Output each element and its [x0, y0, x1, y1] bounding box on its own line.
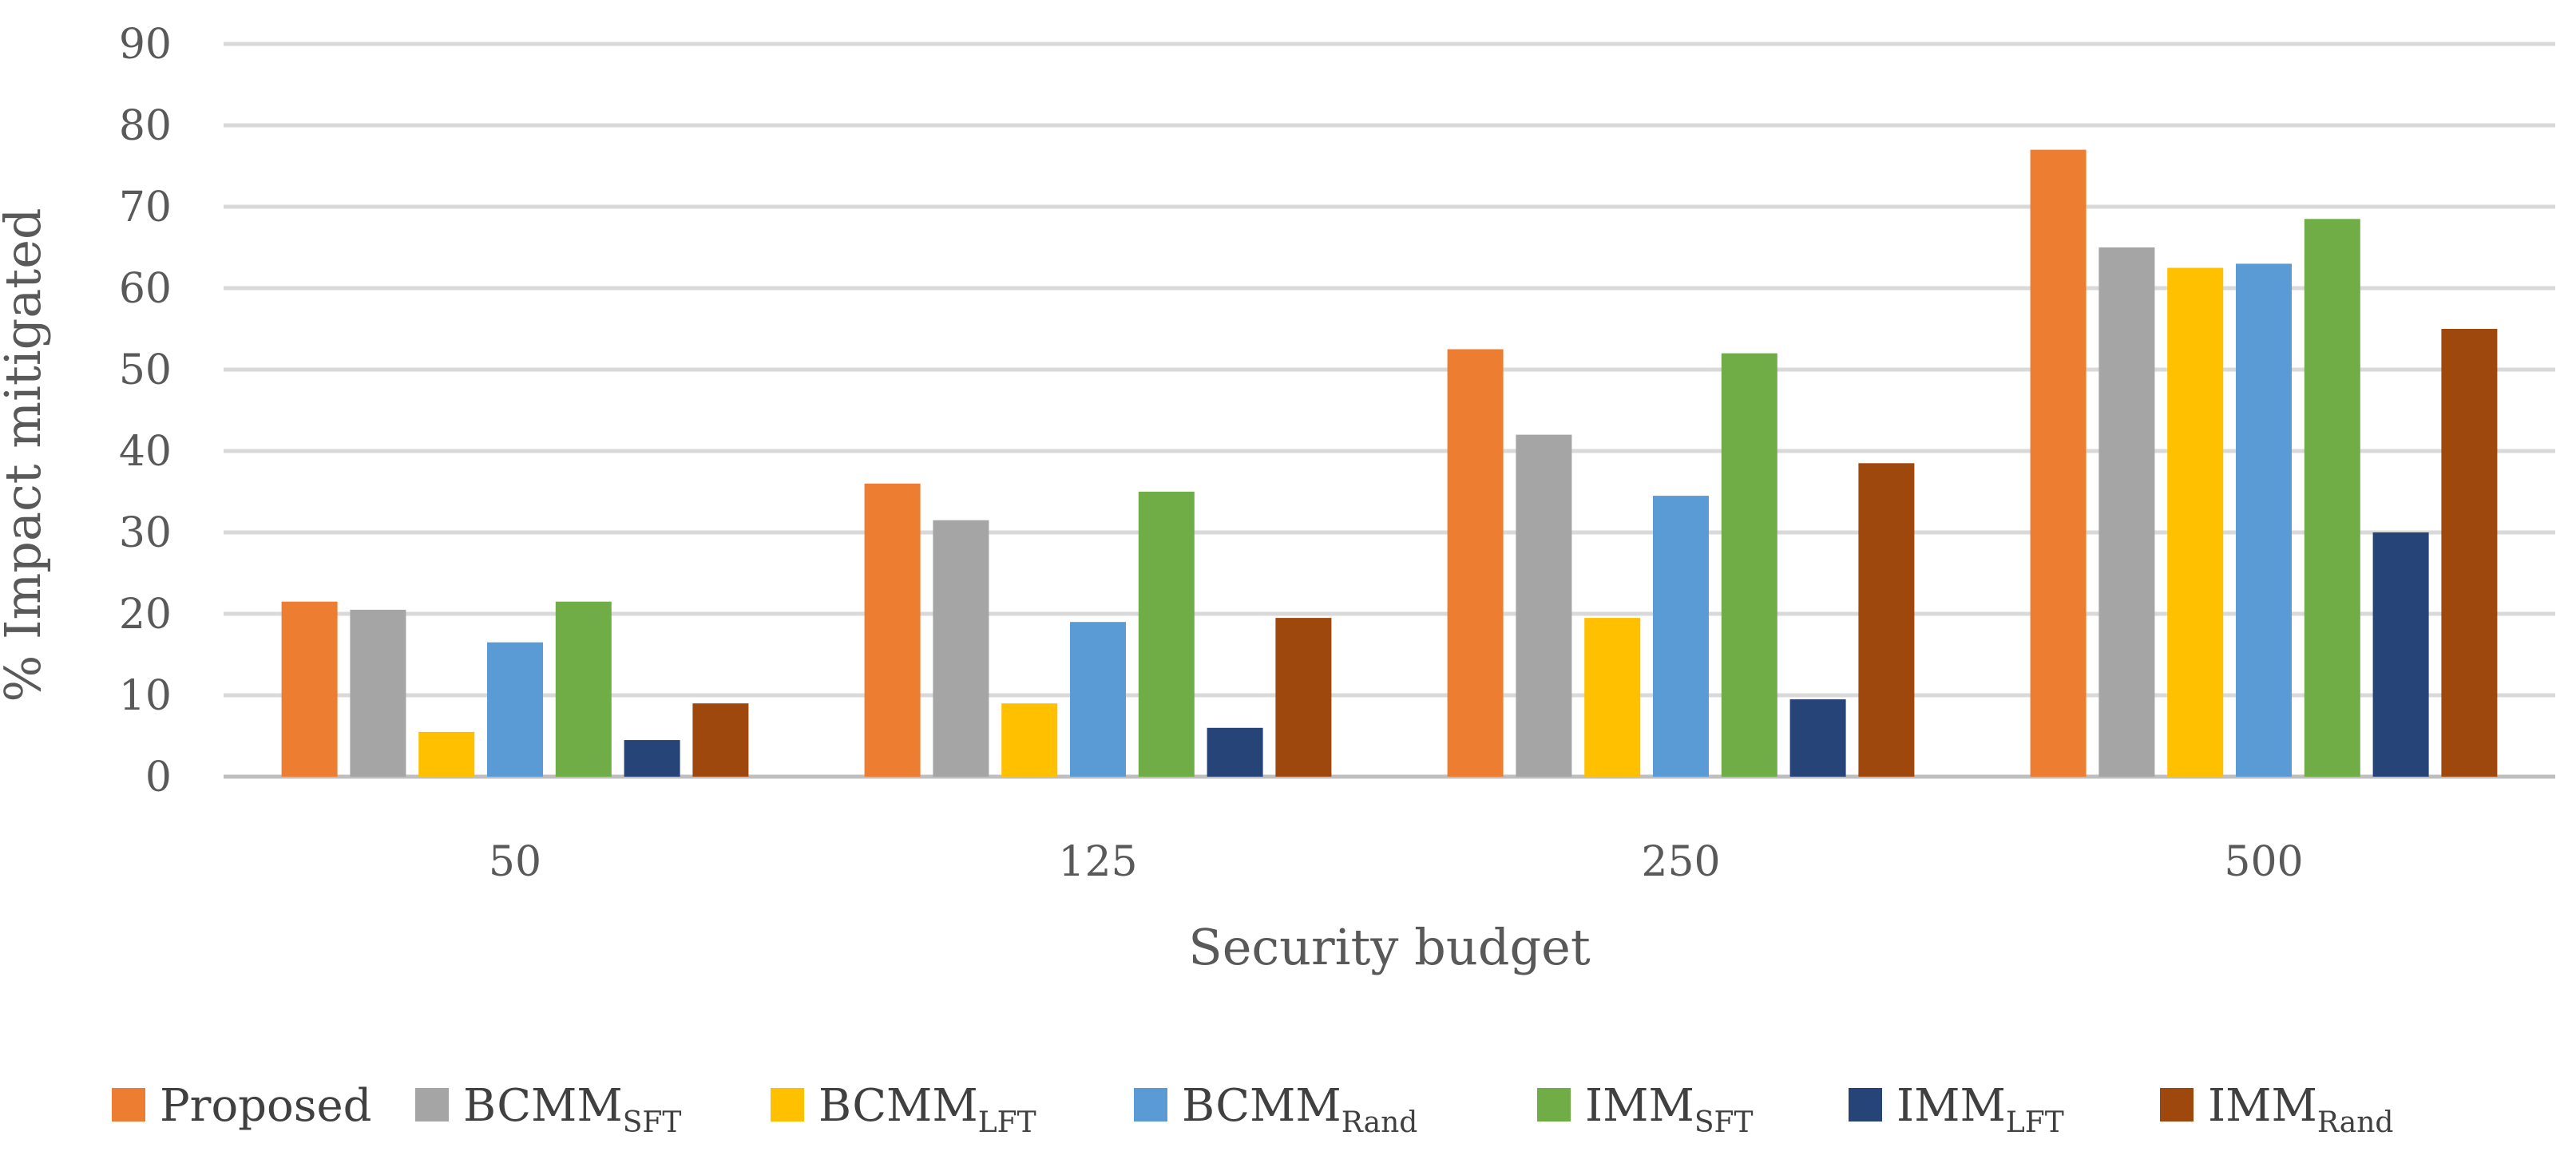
legend-swatch	[415, 1088, 449, 1122]
x-tick-label: 125	[1058, 838, 1137, 886]
legend-label: IMMRand	[2208, 1080, 2393, 1139]
bar-bcmm-sft-50	[350, 609, 406, 777]
bar-bcmm-lft-500	[2167, 267, 2224, 777]
legend-label: IMMLFT	[1896, 1080, 2064, 1139]
legend-item: IMMSFT	[1537, 1080, 1753, 1139]
bar-bcmm-sft-500	[2098, 247, 2155, 777]
legend-item: BCMMLFT	[771, 1080, 1036, 1139]
bar-bcmm-rand-125	[1070, 622, 1126, 777]
bar-bcmm-lft-250	[1584, 618, 1641, 777]
gridlines	[224, 42, 2555, 779]
y-axis-ticks: 0 10 20 30 40 50 60 70 80 90	[119, 21, 172, 801]
legend-swatch	[1134, 1088, 1167, 1122]
legend-item: Proposed	[112, 1080, 371, 1132]
y-axis-title: % Impact mitigated	[0, 208, 52, 702]
legend-item: BCMMRand	[1134, 1080, 1417, 1139]
x-axis-ticks: 50 125 250 500	[489, 838, 2304, 886]
y-tick-label: 20	[119, 591, 172, 639]
legend-swatch	[1537, 1088, 1571, 1122]
bar-imm-sft-50	[555, 601, 612, 777]
y-tick-label: 50	[119, 346, 172, 394]
bar-imm-lft-50	[624, 740, 680, 777]
bars	[281, 149, 2498, 777]
legend-label: BCMMSFT	[463, 1080, 681, 1139]
y-tick-label: 70	[119, 184, 172, 231]
bar-bcmm-sft-125	[933, 520, 989, 777]
bar-bcmm-lft-125	[1001, 703, 1058, 777]
legend-swatch	[2160, 1088, 2194, 1122]
bar-proposed-50	[281, 601, 338, 777]
bar-imm-rand-250	[1858, 463, 1915, 777]
legend-label: IMMSFT	[1585, 1080, 1753, 1139]
legend-swatch	[1849, 1088, 1882, 1122]
legend-item: IMMLFT	[1849, 1080, 2064, 1139]
bar-imm-lft-500	[2372, 532, 2429, 777]
y-tick-label: 60	[119, 265, 172, 313]
legend-label: BCMMLFT	[818, 1080, 1036, 1139]
legend-item: IMMRand	[2160, 1080, 2393, 1139]
bar-proposed-500	[2030, 149, 2087, 777]
bar-bcmm-rand-50	[487, 642, 543, 777]
bar-bcmm-rand-250	[1653, 496, 1709, 777]
x-tick-label: 250	[1641, 838, 1720, 886]
bar-imm-lft-125	[1207, 727, 1263, 777]
bar-bcmm-lft-50	[418, 731, 475, 777]
y-tick-label: 10	[119, 672, 172, 720]
y-tick-label: 0	[145, 754, 172, 801]
bar-imm-sft-250	[1721, 353, 1777, 777]
bar-bcmm-rand-500	[2236, 263, 2292, 777]
bar-imm-rand-125	[1275, 618, 1332, 777]
bar-bcmm-sft-250	[1516, 434, 1572, 777]
bar-proposed-125	[864, 483, 921, 777]
legend: Proposed BCMMSFT BCMMLFT BCMMRand IMMSFT IMML…	[112, 1080, 2393, 1139]
bar-imm-lft-250	[1789, 699, 1846, 777]
y-tick-label: 80	[119, 102, 172, 150]
legend-swatch	[112, 1088, 145, 1122]
bar-imm-rand-50	[692, 703, 749, 777]
y-tick-label: 30	[119, 509, 172, 557]
legend-label: Proposed	[160, 1080, 371, 1132]
y-tick-label: 90	[119, 21, 172, 69]
bar-imm-sft-125	[1138, 492, 1195, 777]
legend-swatch	[771, 1088, 804, 1122]
bar-imm-rand-500	[2441, 329, 2498, 777]
x-axis-title: Security budget	[1188, 918, 1591, 976]
bar-proposed-250	[1447, 349, 1504, 777]
x-tick-label: 50	[489, 838, 541, 886]
x-tick-label: 500	[2224, 838, 2303, 886]
bar-imm-sft-500	[2304, 219, 2360, 777]
legend-label: BCMMRand	[1182, 1080, 1417, 1139]
y-tick-label: 40	[119, 428, 172, 476]
legend-item: BCMMSFT	[415, 1080, 681, 1139]
